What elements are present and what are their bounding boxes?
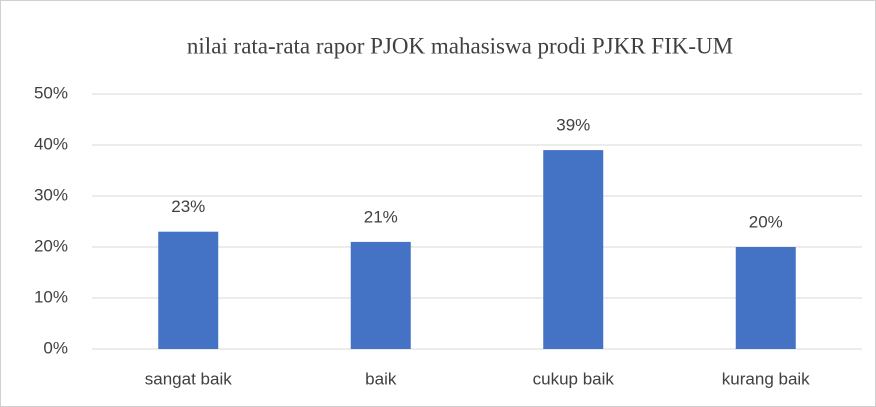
- bar: [543, 150, 604, 349]
- y-tick-label: 10%: [34, 287, 68, 306]
- y-tick-label: 40%: [34, 134, 68, 153]
- bar: [350, 241, 411, 349]
- x-tick-label: cukup baik: [533, 369, 615, 388]
- y-tick-label: 20%: [34, 236, 68, 255]
- data-label: 39%: [556, 116, 590, 135]
- x-tick-label: sangat baik: [145, 369, 232, 388]
- x-tick-label: kurang baik: [722, 369, 810, 388]
- bar: [158, 231, 219, 349]
- y-tick-label: 50%: [34, 83, 68, 102]
- data-label: 23%: [171, 197, 205, 216]
- y-tick-label: 0%: [43, 338, 68, 357]
- data-label: 20%: [749, 212, 783, 231]
- x-tick-label: baik: [365, 369, 397, 388]
- chart-title: nilai rata-rata rapor PJOK mahasiswa pro…: [187, 33, 733, 58]
- y-tick-label: 30%: [34, 185, 68, 204]
- bar: [735, 247, 796, 349]
- data-label: 21%: [364, 207, 398, 226]
